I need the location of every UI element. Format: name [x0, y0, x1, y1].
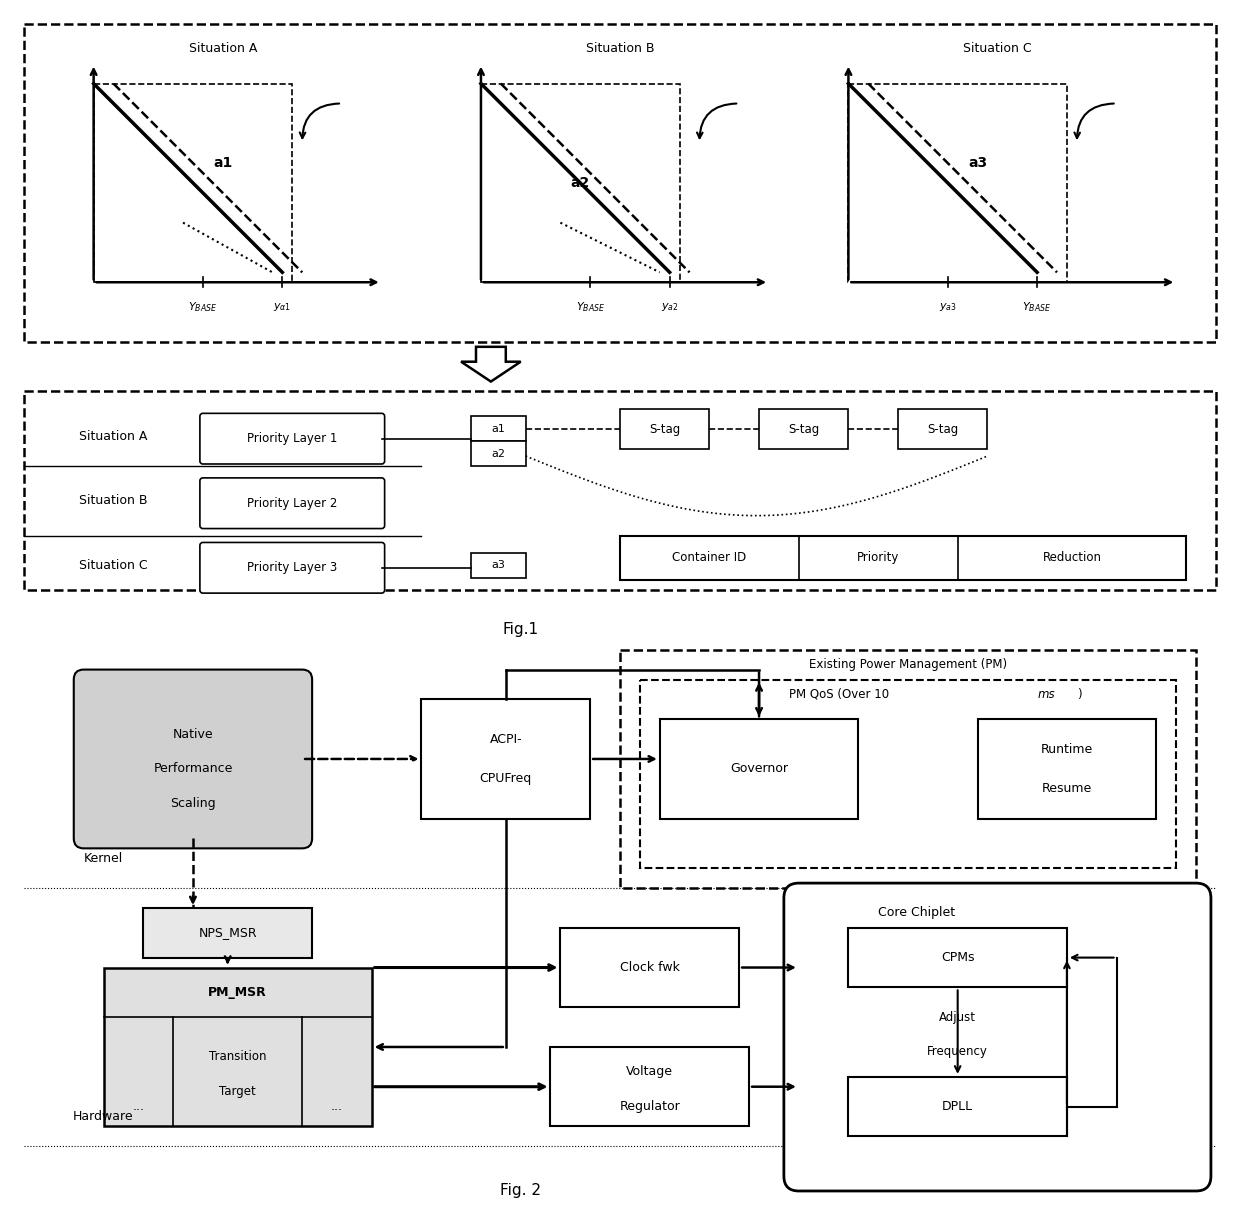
Bar: [759, 409, 848, 449]
Text: Native: Native: [172, 728, 213, 741]
Text: ...: ...: [133, 1100, 144, 1114]
Bar: [848, 1077, 1066, 1137]
Text: Situation A: Situation A: [188, 43, 257, 55]
Text: Hardware: Hardware: [73, 1110, 134, 1123]
Text: Core Chiplet: Core Chiplet: [878, 907, 955, 919]
Text: a2: a2: [491, 449, 506, 459]
Bar: [481, 84, 680, 282]
Text: Situation C: Situation C: [963, 43, 1032, 55]
Text: $y_{a2}$: $y_{a2}$: [661, 301, 678, 313]
Text: a1: a1: [213, 156, 232, 170]
Bar: [898, 409, 987, 449]
Bar: [620, 535, 1187, 581]
Text: ACPI-: ACPI-: [490, 733, 522, 746]
Bar: [471, 416, 526, 441]
Text: Adjust: Adjust: [939, 1010, 976, 1023]
Text: Existing Power Management (PM): Existing Power Management (PM): [808, 658, 1007, 671]
Bar: [24, 24, 1216, 342]
Text: S-tag: S-tag: [928, 422, 959, 436]
Text: CPUFreq: CPUFreq: [480, 773, 532, 785]
Text: Governor: Governor: [730, 762, 789, 775]
FancyBboxPatch shape: [200, 543, 384, 593]
FancyBboxPatch shape: [73, 669, 312, 848]
Text: Situation C: Situation C: [79, 559, 148, 572]
Text: Transition: Transition: [208, 1050, 267, 1064]
Text: DPLL: DPLL: [942, 1100, 973, 1114]
Text: Situation B: Situation B: [79, 494, 148, 507]
Text: CPMs: CPMs: [941, 952, 975, 964]
Bar: [422, 700, 590, 819]
Text: Scaling: Scaling: [170, 797, 216, 811]
Text: $Y_{BASE}$: $Y_{BASE}$: [1023, 301, 1052, 314]
Text: Priority: Priority: [857, 551, 899, 565]
Text: Kernel: Kernel: [84, 852, 123, 865]
Bar: [144, 908, 312, 958]
Bar: [551, 1047, 749, 1127]
Text: Fig.1: Fig.1: [502, 622, 538, 638]
Text: Situation B: Situation B: [585, 43, 655, 55]
FancyBboxPatch shape: [784, 884, 1211, 1191]
Bar: [620, 409, 709, 449]
Text: a1: a1: [491, 424, 505, 433]
Text: Target: Target: [219, 1086, 255, 1098]
Text: Regulator: Regulator: [620, 1100, 681, 1114]
Text: ): ): [1076, 688, 1081, 701]
Text: Priority Layer 3: Priority Layer 3: [247, 561, 337, 574]
Text: Runtime: Runtime: [1040, 742, 1092, 756]
Text: ...: ...: [331, 1100, 343, 1114]
Text: Resume: Resume: [1042, 783, 1092, 795]
Text: $Y_{BASE}$: $Y_{BASE}$: [575, 301, 605, 314]
Text: $Y_{BASE}$: $Y_{BASE}$: [188, 301, 217, 314]
Bar: [640, 679, 1177, 868]
Bar: [104, 968, 372, 1127]
FancyBboxPatch shape: [200, 478, 384, 528]
Text: a2: a2: [570, 176, 590, 190]
Text: $y_{a3}$: $y_{a3}$: [939, 301, 957, 313]
Bar: [471, 441, 526, 466]
Bar: [848, 927, 1066, 987]
Bar: [560, 927, 739, 1008]
Bar: [94, 84, 293, 282]
Text: PM_MSR: PM_MSR: [208, 986, 267, 999]
Bar: [471, 553, 526, 578]
Bar: [977, 719, 1157, 819]
Text: Clock fwk: Clock fwk: [620, 961, 680, 974]
Text: Fig. 2: Fig. 2: [500, 1183, 541, 1199]
Text: Voltage: Voltage: [626, 1065, 673, 1078]
Text: Container ID: Container ID: [672, 551, 746, 565]
FancyArrow shape: [461, 347, 521, 382]
Bar: [24, 392, 1216, 590]
Text: ms: ms: [1037, 688, 1055, 701]
Text: Frequency: Frequency: [928, 1045, 988, 1059]
Bar: [848, 84, 1066, 282]
Text: Performance: Performance: [154, 762, 233, 775]
Text: S-tag: S-tag: [789, 422, 820, 436]
Text: $y_{\alpha 1}$: $y_{\alpha 1}$: [273, 301, 291, 313]
Text: a3: a3: [968, 156, 987, 170]
Text: Priority Layer 1: Priority Layer 1: [247, 432, 337, 445]
Bar: [660, 719, 858, 819]
FancyBboxPatch shape: [200, 414, 384, 464]
Text: Situation A: Situation A: [79, 430, 148, 443]
Text: NPS_MSR: NPS_MSR: [198, 926, 257, 940]
Text: a3: a3: [491, 560, 505, 571]
Text: Priority Layer 2: Priority Layer 2: [247, 497, 337, 510]
Text: S-tag: S-tag: [649, 422, 681, 436]
Text: Reduction: Reduction: [1043, 551, 1101, 565]
Text: PM QoS (Over 10: PM QoS (Over 10: [789, 688, 893, 701]
Bar: [620, 650, 1197, 888]
